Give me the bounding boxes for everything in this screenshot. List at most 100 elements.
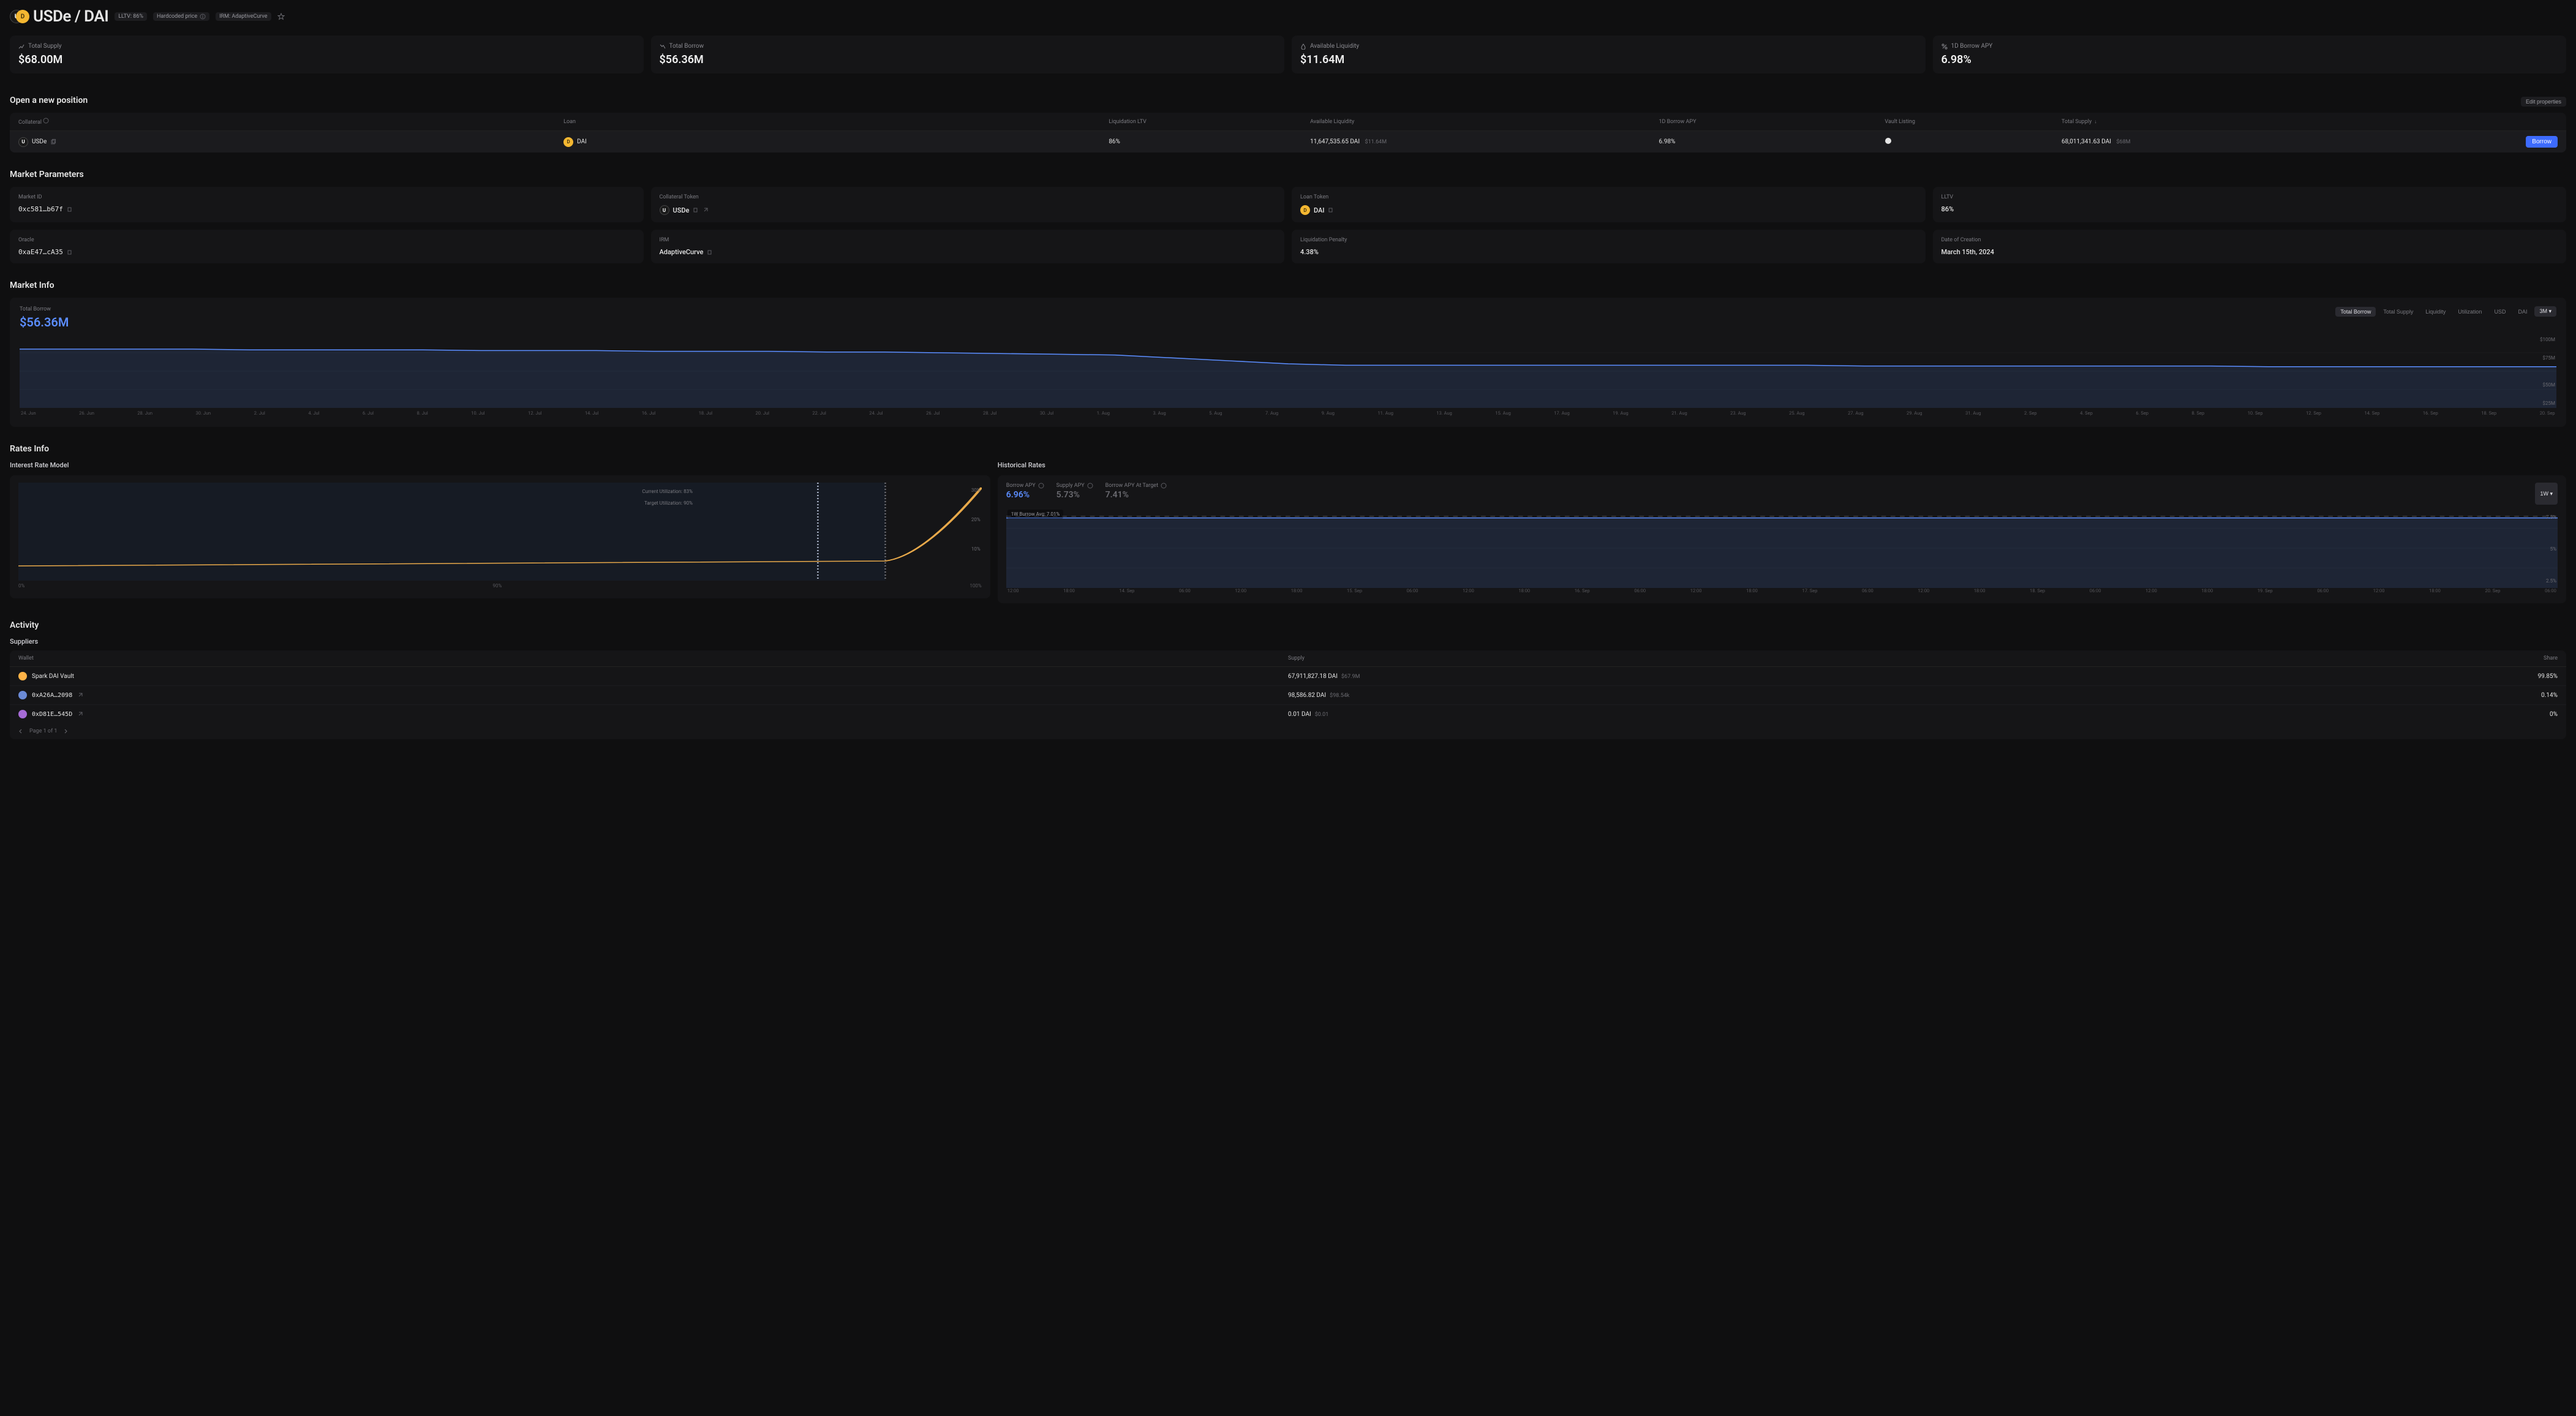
collateral-name: USDe — [32, 138, 47, 145]
chevron-right-icon[interactable] — [63, 729, 68, 734]
chart-toggle-total-borrow[interactable]: Total Borrow — [2335, 307, 2376, 317]
pair-icon: U D — [10, 8, 27, 25]
x-label: 17. Aug — [1554, 410, 1569, 416]
suppliers-header: Wallet Supply Share — [10, 650, 2566, 667]
irm-panel: Current Utilization: 83% Target Utilizat… — [10, 475, 990, 598]
loan-cell: D DAI — [563, 137, 1104, 147]
sort-down-icon: ↓ — [2094, 119, 2096, 124]
copy-icon[interactable] — [50, 139, 56, 145]
irm-x-0: 0% — [18, 583, 24, 589]
chart-toggle-utilization[interactable]: Utilization — [2453, 307, 2487, 317]
x-label: 21. Aug — [1671, 410, 1687, 416]
card-total-supply: Total Supply $68.00M — [10, 36, 644, 73]
hr-target-label: Borrow APY At Target — [1105, 483, 1158, 489]
col-vault[interactable]: Vault Listing — [1885, 119, 2057, 125]
x-label: 23. Aug — [1730, 410, 1746, 416]
col-total-supply[interactable]: Total Supply ↓ — [2062, 119, 2405, 125]
param-value: March 15th, 2024 — [1941, 248, 2558, 256]
supplier-row[interactable]: 0xA26A…209898,586.82 DAI$98.54k0.14% — [10, 686, 2566, 705]
share-cell: 99.85% — [2136, 673, 2558, 680]
x-label: 20. Sep — [2540, 410, 2555, 416]
chart-toggle-dai[interactable]: DAI — [2513, 307, 2532, 317]
hr-supply-label: Supply APY — [1056, 483, 1085, 489]
copy-icon[interactable] — [67, 206, 73, 213]
collateral-cell: U USDe — [18, 137, 559, 147]
external-link-icon[interactable] — [77, 711, 83, 717]
param-label: Market ID — [18, 194, 635, 200]
wallet-avatar-icon — [18, 710, 27, 718]
hr-y-label: 7.5% — [2546, 514, 2556, 520]
irm-chart[interactable]: Current Utilization: 83% Target Utilizat… — [18, 483, 982, 581]
supplier-row[interactable]: Spark DAI Vault67,911,827.18 DAI$67.9M99… — [10, 667, 2566, 686]
copy-icon[interactable] — [693, 207, 699, 213]
info-icon — [43, 118, 49, 124]
col-label: Collateral — [18, 119, 42, 126]
pair-title: USDe / DAI — [33, 7, 108, 26]
chart-toggle-liquidity[interactable]: Liquidity — [2420, 307, 2450, 317]
col-collateral[interactable]: Collateral — [18, 118, 559, 126]
x-label: 2. Jul — [254, 410, 265, 416]
edit-properties-button[interactable]: Edit properties — [2521, 97, 2566, 107]
card-value: $68.00M — [18, 53, 635, 66]
col-borrow-apy[interactable]: 1D Borrow APY — [1659, 119, 1880, 125]
timeframe-select[interactable]: 1W ▾ — [2535, 483, 2558, 505]
position-row[interactable]: U USDe D DAI 86% 11,647,535.65 DAI $11.6… — [10, 131, 2566, 153]
external-link-icon[interactable] — [702, 207, 709, 213]
wallet-cell: Spark DAI Vault — [18, 672, 1283, 680]
borrow-button[interactable]: Borrow — [2526, 136, 2558, 148]
wallet-name: 0xA26A…2098 — [32, 692, 72, 699]
chart-svg — [20, 334, 2556, 408]
hr-borrow-label: Borrow APY — [1006, 483, 1036, 489]
dai-token-icon: D — [1300, 205, 1310, 215]
card-value: $56.36M — [660, 53, 1276, 66]
x-label: 13. Aug — [1436, 410, 1452, 416]
supplier-row[interactable]: 0xD81E…545D0.01 DAI$0.010% — [10, 705, 2566, 723]
param-label: LLTV — [1941, 194, 2558, 200]
hr-title: Historical Rates — [998, 461, 2566, 469]
param-liq-penalty: Liquidation Penalty 4.38% — [1292, 230, 1926, 263]
card-total-borrow: Total Borrow $56.36M — [651, 36, 1285, 73]
chevron-left-icon[interactable] — [18, 729, 23, 734]
vault-listed-icon — [1885, 137, 1892, 145]
ts-amount: 68,011,341.63 DAI — [2062, 138, 2111, 145]
ts-usd: $68M — [2116, 139, 2130, 145]
hr-y-label: 5% — [2550, 546, 2556, 552]
param-value: DAI — [1314, 206, 1324, 214]
param-irm: IRM AdaptiveCurve — [651, 230, 1285, 263]
copy-icon[interactable] — [707, 249, 713, 255]
x-label: 5. Aug — [1209, 410, 1222, 416]
x-label: 31. Aug — [1965, 410, 1981, 416]
wallet-name: Spark DAI Vault — [32, 673, 74, 680]
x-label: 8. Jul — [417, 410, 428, 416]
irm-y-label: 10% — [971, 546, 981, 552]
copy-icon[interactable] — [1328, 207, 1334, 213]
x-label: 28. Jun — [137, 410, 153, 416]
col-loan[interactable]: Loan — [563, 119, 1104, 125]
x-label: 12. Jul — [528, 410, 541, 416]
share-cell: 0% — [2136, 711, 2558, 718]
market-info-title: Market Info — [10, 281, 2566, 290]
x-label: 16. Sep — [2423, 410, 2438, 416]
card-value: 6.98% — [1941, 53, 2558, 66]
col-wallet[interactable]: Wallet — [18, 655, 1283, 661]
x-label: 18. Jul — [699, 410, 712, 416]
hr-chart[interactable]: 1W Burrow Avg: 7.01% 7.5%5%2.5% — [1006, 508, 2558, 588]
chart-toggle-3m[interactable]: 3M ▾ — [2534, 306, 2556, 317]
borrow-chart[interactable]: $100M$75M$50M$25M — [20, 334, 2556, 408]
favorite-star-icon[interactable] — [277, 13, 285, 20]
col-liq-ltv[interactable]: Liquidation LTV — [1109, 119, 1305, 125]
col-share[interactable]: Share — [2136, 655, 2558, 661]
liq-ltv-cell: 86% — [1109, 138, 1305, 145]
param-grid: Market ID 0xc581…b67f Collateral Token U… — [10, 187, 2566, 263]
info-icon — [1087, 483, 1093, 489]
supply-usd: $98.54k — [1330, 693, 1349, 699]
col-supply[interactable]: Supply — [1288, 655, 2131, 661]
x-label: 3. Aug — [1153, 410, 1166, 416]
external-link-icon[interactable] — [77, 692, 83, 698]
trend-down-icon — [660, 43, 666, 50]
param-collateral: Collateral Token U USDe — [651, 187, 1285, 222]
chart-toggle-usd[interactable]: USD — [2489, 307, 2510, 317]
copy-icon[interactable] — [67, 249, 73, 255]
col-avail-liq[interactable]: Available Liquidity — [1310, 119, 1654, 125]
chart-toggle-total-supply[interactable]: Total Supply — [2378, 307, 2418, 317]
